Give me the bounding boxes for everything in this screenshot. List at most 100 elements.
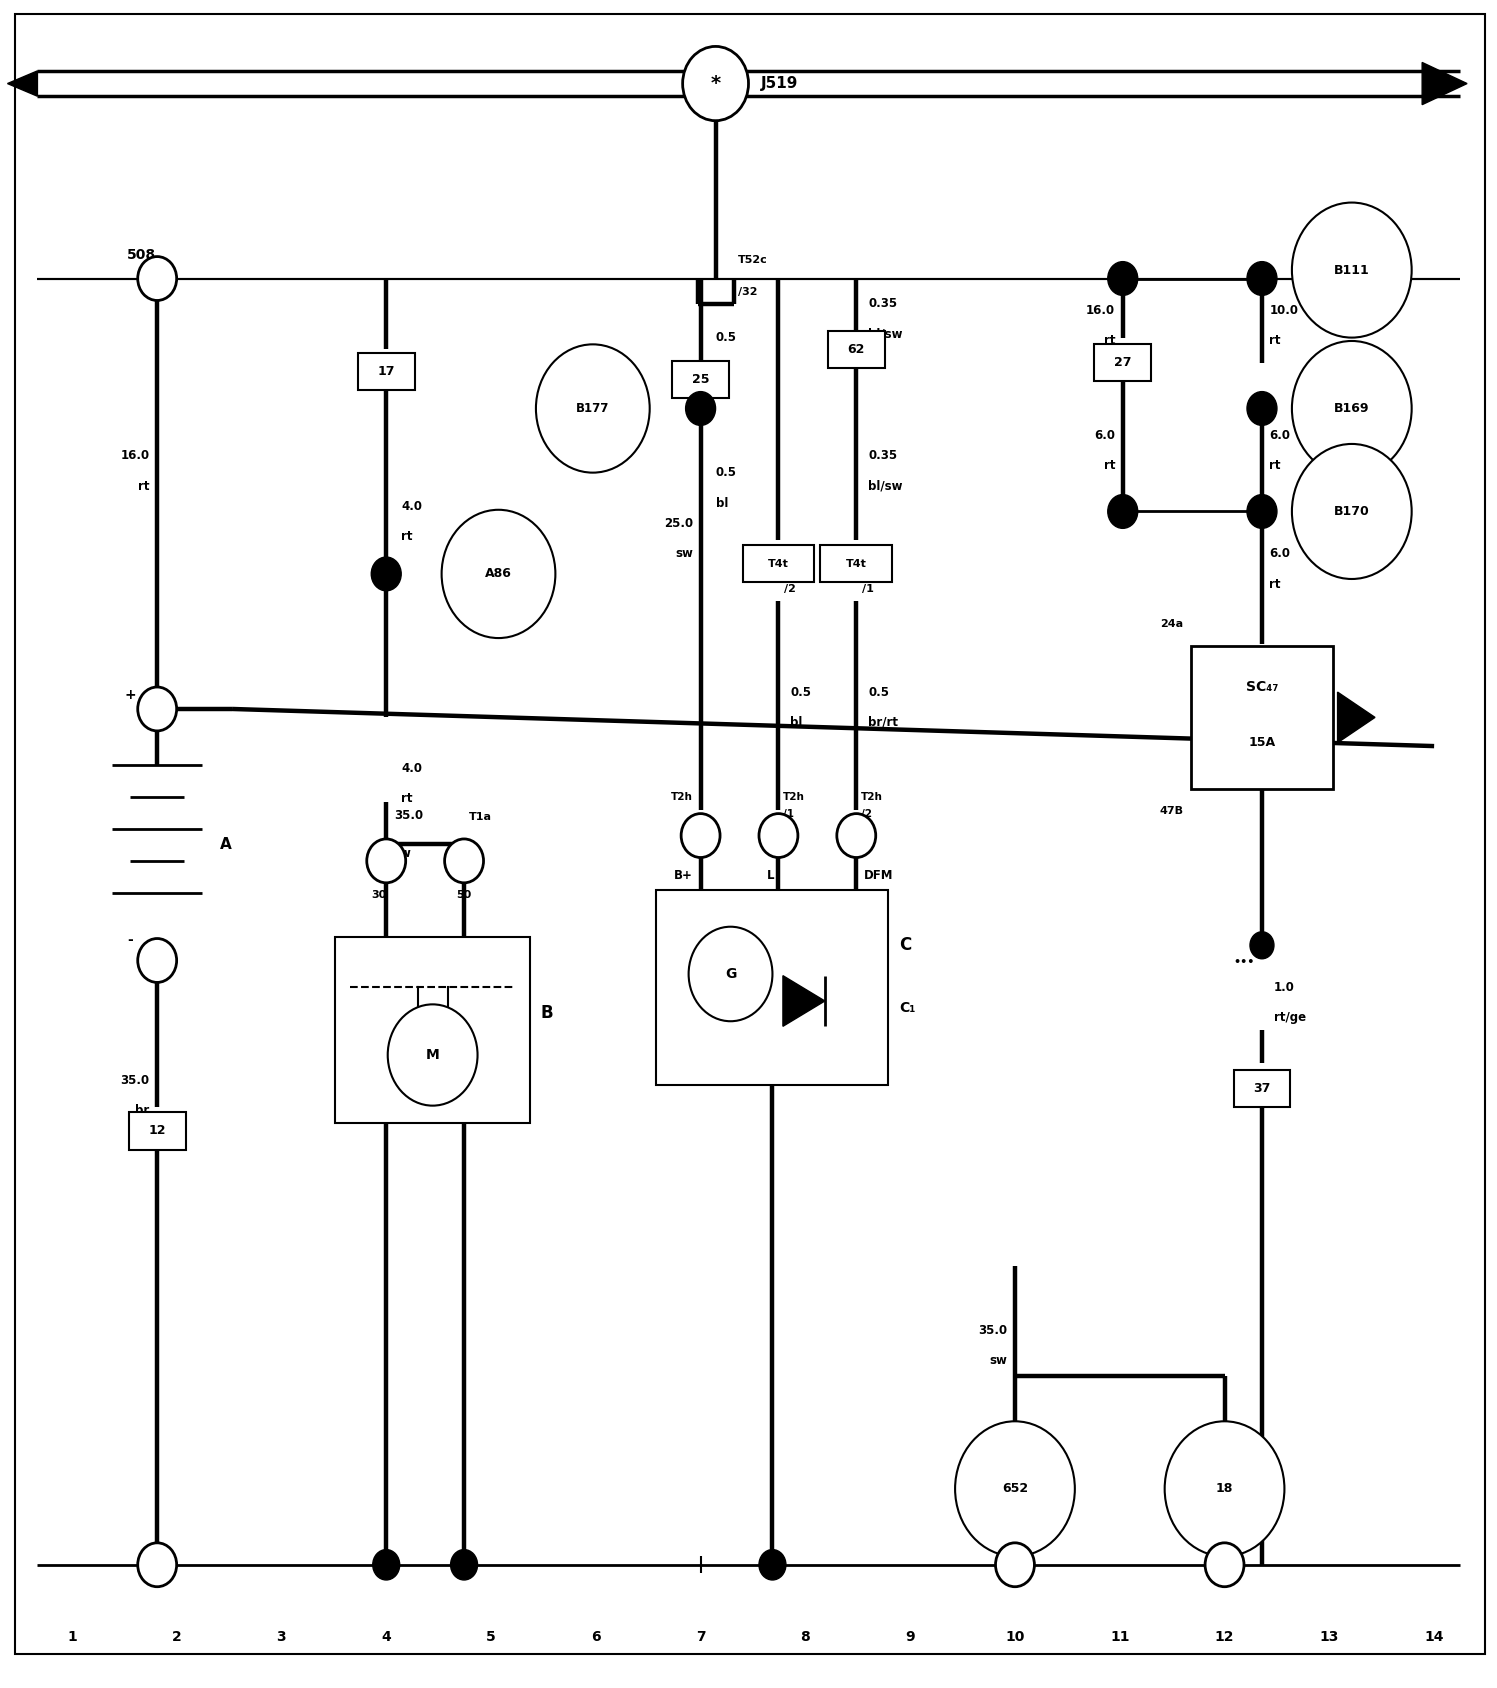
Text: rt: rt bbox=[1103, 334, 1115, 348]
Text: 8: 8 bbox=[801, 1631, 810, 1644]
Text: 25.0: 25.0 bbox=[665, 517, 693, 530]
Text: 30: 30 bbox=[371, 890, 386, 900]
Text: G: G bbox=[725, 967, 737, 981]
Text: 18: 18 bbox=[1216, 1482, 1234, 1496]
Circle shape bbox=[1292, 341, 1412, 476]
Circle shape bbox=[759, 814, 798, 858]
FancyBboxPatch shape bbox=[828, 331, 885, 368]
Circle shape bbox=[536, 344, 650, 473]
Circle shape bbox=[681, 814, 720, 858]
Text: 508: 508 bbox=[1379, 248, 1407, 262]
Text: 652: 652 bbox=[1001, 1482, 1028, 1496]
Text: 0.5: 0.5 bbox=[716, 331, 737, 344]
Circle shape bbox=[138, 687, 177, 731]
Circle shape bbox=[1292, 203, 1412, 338]
Circle shape bbox=[138, 257, 177, 300]
FancyBboxPatch shape bbox=[672, 361, 729, 398]
Text: br: br bbox=[135, 1104, 150, 1117]
Text: sw: sw bbox=[990, 1354, 1007, 1367]
Text: C: C bbox=[900, 937, 912, 954]
Text: B+: B+ bbox=[674, 869, 693, 883]
Text: sw: sw bbox=[675, 547, 693, 560]
Polygon shape bbox=[1338, 692, 1376, 743]
Text: 4: 4 bbox=[382, 1631, 391, 1644]
Circle shape bbox=[138, 939, 177, 982]
Text: J519: J519 bbox=[760, 76, 798, 91]
Text: rt/ge: rt/ge bbox=[1274, 1011, 1305, 1025]
Text: /32: /32 bbox=[738, 287, 757, 297]
Text: 10: 10 bbox=[1006, 1631, 1024, 1644]
Circle shape bbox=[445, 839, 484, 883]
Text: 12: 12 bbox=[1214, 1631, 1235, 1644]
Text: M: M bbox=[425, 1048, 440, 1062]
Text: T52c: T52c bbox=[738, 255, 768, 265]
Text: bl: bl bbox=[716, 361, 728, 375]
Text: 5: 5 bbox=[487, 1631, 496, 1644]
Text: T2h: T2h bbox=[861, 792, 883, 802]
Text: 0.5: 0.5 bbox=[790, 685, 811, 699]
Text: 2: 2 bbox=[172, 1631, 181, 1644]
Text: rt: rt bbox=[401, 792, 413, 805]
Text: 15A: 15A bbox=[1248, 736, 1275, 749]
Text: bl: bl bbox=[790, 716, 802, 729]
Text: B169: B169 bbox=[1334, 402, 1370, 415]
Circle shape bbox=[451, 1550, 478, 1580]
Text: B177: B177 bbox=[576, 402, 609, 415]
Text: L: L bbox=[766, 869, 775, 883]
Text: /2: /2 bbox=[784, 584, 796, 594]
Text: 6: 6 bbox=[591, 1631, 600, 1644]
Circle shape bbox=[686, 392, 716, 425]
Text: 0.35: 0.35 bbox=[868, 449, 897, 463]
Polygon shape bbox=[783, 976, 825, 1026]
Text: SC₄₇: SC₄₇ bbox=[1246, 680, 1278, 694]
Circle shape bbox=[759, 1550, 786, 1580]
FancyBboxPatch shape bbox=[743, 545, 814, 582]
Text: 0.5: 0.5 bbox=[868, 685, 889, 699]
Text: B170: B170 bbox=[1334, 505, 1370, 518]
Circle shape bbox=[837, 814, 876, 858]
Text: T1a: T1a bbox=[469, 812, 491, 822]
Text: 508: 508 bbox=[127, 248, 156, 262]
Text: /1: /1 bbox=[862, 584, 874, 594]
Text: C₁: C₁ bbox=[900, 1001, 915, 1014]
Circle shape bbox=[138, 1543, 177, 1587]
Circle shape bbox=[1247, 262, 1277, 295]
Bar bbox=[335, 937, 530, 1123]
Text: DFM: DFM bbox=[864, 869, 894, 883]
Bar bbox=[656, 891, 889, 1085]
Text: 0.5: 0.5 bbox=[716, 466, 737, 479]
Circle shape bbox=[388, 1004, 478, 1106]
Circle shape bbox=[442, 510, 555, 638]
FancyBboxPatch shape bbox=[1094, 344, 1151, 381]
Text: 11: 11 bbox=[1109, 1631, 1130, 1644]
Text: *: * bbox=[711, 74, 720, 93]
Text: rt: rt bbox=[1269, 334, 1281, 348]
Text: 4.0: 4.0 bbox=[401, 500, 422, 513]
Text: 4.0: 4.0 bbox=[401, 761, 422, 775]
Text: 6.0: 6.0 bbox=[1269, 429, 1290, 442]
Text: 17: 17 bbox=[377, 365, 395, 378]
Circle shape bbox=[1247, 495, 1277, 528]
Text: rt: rt bbox=[1269, 459, 1281, 473]
Text: 12: 12 bbox=[148, 1124, 166, 1138]
Text: 35.0: 35.0 bbox=[121, 1074, 150, 1087]
Text: 24a: 24a bbox=[1160, 619, 1184, 630]
Text: 27: 27 bbox=[1114, 356, 1132, 370]
Circle shape bbox=[1108, 495, 1138, 528]
Text: A: A bbox=[220, 837, 232, 851]
Text: A86: A86 bbox=[485, 567, 512, 581]
Text: 25: 25 bbox=[692, 373, 710, 387]
Text: 6.0: 6.0 bbox=[1269, 547, 1290, 560]
Circle shape bbox=[1251, 933, 1272, 957]
Circle shape bbox=[683, 46, 748, 122]
FancyBboxPatch shape bbox=[358, 353, 415, 390]
Text: T4t: T4t bbox=[846, 559, 867, 569]
Text: 47B: 47B bbox=[1159, 807, 1184, 815]
Polygon shape bbox=[1422, 62, 1467, 105]
Text: 6.0: 6.0 bbox=[1094, 429, 1115, 442]
FancyBboxPatch shape bbox=[1234, 1070, 1290, 1107]
Text: 50: 50 bbox=[457, 890, 472, 900]
Text: rt: rt bbox=[138, 479, 150, 493]
Text: 35.0: 35.0 bbox=[979, 1323, 1007, 1337]
Text: 3: 3 bbox=[277, 1631, 286, 1644]
